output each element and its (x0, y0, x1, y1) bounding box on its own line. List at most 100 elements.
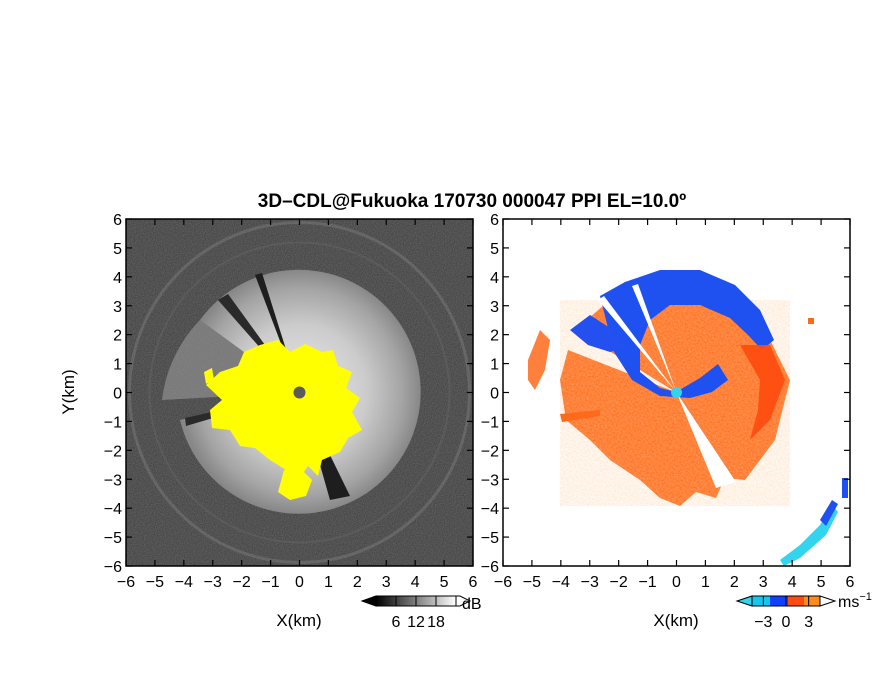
colorbar-tick-label: 18 (427, 614, 445, 631)
left-colorbar-unit: dB (462, 596, 482, 613)
left-ticks: −6 −5 −4 −3 −2 −1 0 1 2 3 4 5 6 −6 −5 −4 −3 −2 −1 0 1 2 3 4 5 6 (104, 212, 478, 591)
xtick-label: 6 (846, 574, 855, 591)
right-blocked-beam-3 (676, 392, 736, 488)
xtick-label: −5 (146, 574, 164, 591)
xtick-label: −4 (175, 574, 193, 591)
right-colorbar-seg-red (788, 596, 804, 606)
xtick-label: −5 (523, 574, 541, 591)
left-yellow-lobe (278, 468, 312, 500)
colorbar-tick-label: −3 (754, 614, 772, 631)
ytick-label: 1 (113, 357, 122, 374)
right-ticks: −6 −5 −4 −3 −2 −1 0 1 2 3 4 5 6 −6 −5 −4 −3 −2 −1 0 1 2 3 4 5 6 (481, 212, 855, 591)
left-ylabel: Y(km) (59, 369, 78, 414)
right-colorbar-right-arrow (819, 595, 837, 607)
ytick-label: 6 (113, 212, 122, 229)
xtick-label: −2 (610, 574, 628, 591)
figure-title: 3D–CDL@Fukuoka 170730 000047 PPI EL=10.0… (258, 191, 686, 212)
xtick-label: 4 (411, 574, 420, 591)
right-radar-site (671, 387, 682, 398)
colorbar-tick-label: 3 (804, 614, 813, 631)
xtick-label: 4 (788, 574, 797, 591)
xtick-label: −1 (261, 574, 279, 591)
ytick-label: −4 (481, 501, 499, 518)
xtick-label: 5 (817, 574, 826, 591)
left-mid-ring (148, 241, 451, 544)
ytick-label: −6 (481, 559, 499, 576)
xtick-label: 1 (324, 574, 333, 591)
right-panel: −6 −5 −4 −3 −2 −1 0 1 2 3 4 5 6 −6 −5 −4 −3 −2 −1 0 1 2 3 4 5 6 X… (481, 212, 855, 630)
xtick-label: 3 (382, 574, 391, 591)
ytick-label: 1 (490, 357, 499, 374)
right-red-band (740, 345, 785, 440)
right-west-fragment (528, 330, 550, 390)
xtick-label: −3 (581, 574, 599, 591)
ytick-label: 3 (490, 299, 499, 316)
right-colorbar-unit-base: ms (838, 594, 859, 611)
ytick-label: 0 (113, 386, 122, 403)
left-field (126, 219, 473, 566)
xtick-label: −6 (117, 574, 135, 591)
right-blocked-beam-1 (598, 296, 677, 393)
ytick-label: −6 (104, 559, 122, 576)
xtick-label: −6 (494, 574, 512, 591)
left-colorbar: 6 12 18 dB (360, 595, 482, 631)
ytick-label: 0 (490, 386, 499, 403)
ytick-label: −1 (104, 414, 122, 431)
ytick-label: −3 (104, 472, 122, 489)
xtick-label: 0 (295, 574, 304, 591)
xtick-label: 5 (440, 574, 449, 591)
colorbar-tick-label: 6 (392, 614, 401, 631)
ytick-label: −4 (104, 501, 122, 518)
xtick-label: 6 (469, 574, 478, 591)
left-yellow-region (206, 340, 362, 484)
right-colorbar: −3 0 3 ms−1 (735, 591, 872, 631)
left-xlabel: X(km) (276, 611, 321, 630)
ytick-label: 4 (113, 270, 122, 287)
right-colorbar-left-arrow (735, 595, 753, 607)
right-colorbar-seg-orange (804, 596, 820, 606)
right-colorbar-unit: ms−1 (838, 591, 872, 611)
right-orange-speck (808, 318, 814, 324)
ytick-label: 5 (113, 241, 122, 258)
ytick-label: −5 (481, 530, 499, 547)
xtick-label: 2 (730, 574, 739, 591)
ytick-label: −3 (481, 472, 499, 489)
right-colorbar-ticks: −3 0 3 (754, 596, 813, 631)
right-blue-speck (842, 478, 848, 498)
xtick-label: 0 (672, 574, 681, 591)
right-colorbar-seg-blue (770, 596, 788, 606)
left-colorbar-ticks: 6 12 18 (392, 596, 445, 631)
ytick-label: 6 (490, 212, 499, 229)
ytick-label: 5 (490, 241, 499, 258)
right-blocked-beam-2 (632, 284, 677, 393)
ytick-label: −1 (481, 414, 499, 431)
ytick-label: 3 (113, 299, 122, 316)
xtick-label: 1 (701, 574, 710, 591)
left-colorbar-right-arrow (455, 595, 472, 607)
right-field (503, 219, 850, 566)
ytick-label: −5 (104, 530, 122, 547)
ytick-label: −2 (481, 443, 499, 460)
right-colorbar-seg-cyan (752, 596, 770, 606)
right-xlabel: X(km) (653, 611, 698, 630)
left-colorbar-left-arrow (360, 595, 377, 607)
xtick-label: −3 (204, 574, 222, 591)
right-blue-arc (820, 500, 838, 526)
xtick-label: −1 (638, 574, 656, 591)
ytick-label: 2 (113, 328, 122, 345)
xtick-label: −2 (233, 574, 251, 591)
right-colorbar-unit-exp: −1 (859, 591, 872, 603)
ytick-label: −2 (104, 443, 122, 460)
xtick-label: 3 (759, 574, 768, 591)
xtick-label: −4 (552, 574, 570, 591)
ytick-label: 2 (490, 328, 499, 345)
left-yellow-speck (204, 368, 214, 384)
colorbar-tick-label: 12 (407, 614, 425, 631)
xtick-label: 2 (353, 574, 362, 591)
left-radar-site (293, 386, 306, 399)
colorbar-tick-label: 0 (782, 614, 791, 631)
right-blue-west (570, 315, 625, 352)
right-sw-streak (560, 410, 600, 422)
